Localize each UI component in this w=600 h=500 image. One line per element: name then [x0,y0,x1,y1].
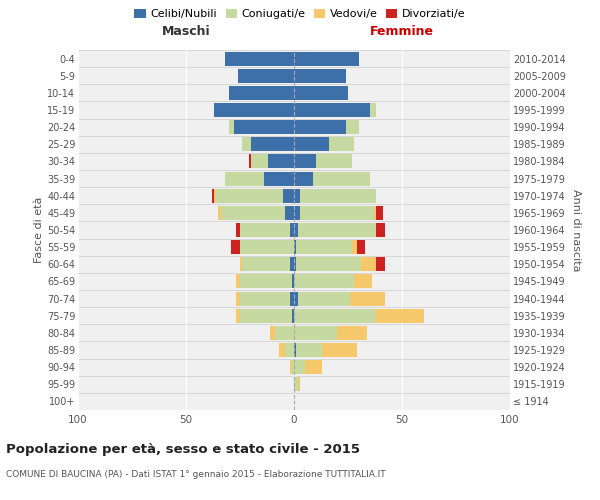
Bar [286,343,294,357]
Bar [279,343,286,357]
Bar [294,360,305,374]
Bar [251,154,268,168]
Bar [283,188,294,202]
Bar [218,206,221,220]
Bar [225,172,264,185]
Bar [298,223,376,237]
Bar [355,274,372,288]
Bar [214,188,216,202]
Bar [294,206,301,220]
Bar [240,308,292,322]
Bar [290,292,294,306]
Bar [376,206,383,220]
Bar [294,188,301,202]
Legend: Celibi/Nubili, Coniugati/e, Vedovi/e, Divorziati/e: Celibi/Nubili, Coniugati/e, Vedovi/e, Di… [131,6,469,22]
Bar [236,292,240,306]
Text: Femmine: Femmine [370,24,434,38]
Bar [370,103,376,117]
Bar [240,274,292,288]
Bar [270,326,275,340]
Bar [242,138,251,151]
Bar [294,308,376,322]
Bar [268,154,294,168]
Bar [286,206,294,220]
Bar [294,240,296,254]
Bar [294,258,296,272]
Bar [251,138,294,151]
Bar [376,223,385,237]
Bar [221,206,286,220]
Bar [214,103,294,117]
Bar [290,360,292,374]
Bar [294,120,346,134]
Text: Popolazione per età, sesso e stato civile - 2015: Popolazione per età, sesso e stato civil… [6,442,360,456]
Bar [316,154,352,168]
Bar [248,154,251,168]
Bar [240,292,290,306]
Bar [294,86,348,100]
Bar [298,378,301,392]
Y-axis label: Anni di nascita: Anni di nascita [571,188,581,271]
Bar [294,223,298,237]
Bar [294,292,298,306]
Bar [337,326,367,340]
Bar [290,223,294,237]
Bar [229,86,294,100]
Bar [238,68,294,82]
Bar [232,240,240,254]
Bar [225,52,294,66]
Bar [264,172,294,185]
Bar [294,138,329,151]
Bar [294,68,346,82]
Bar [294,172,313,185]
Bar [294,274,355,288]
Bar [376,258,385,272]
Bar [356,240,365,254]
Bar [292,308,294,322]
Bar [322,343,356,357]
Bar [294,343,296,357]
Bar [329,138,355,151]
Bar [236,223,240,237]
Bar [290,258,294,272]
Bar [240,223,290,237]
Bar [301,188,376,202]
Bar [236,308,240,322]
Bar [292,360,294,374]
Bar [294,326,337,340]
Bar [374,206,376,220]
Bar [275,326,294,340]
Bar [346,120,359,134]
Bar [376,308,424,322]
Bar [292,274,294,288]
Bar [305,360,322,374]
Bar [240,240,294,254]
Bar [301,206,374,220]
Bar [361,258,376,272]
Bar [350,292,385,306]
Bar [352,240,356,254]
Bar [216,188,283,202]
Text: COMUNE DI BAUCINA (PA) - Dati ISTAT 1° gennaio 2015 - Elaborazione TUTTITALIA.IT: COMUNE DI BAUCINA (PA) - Dati ISTAT 1° g… [6,470,386,479]
Bar [294,52,359,66]
Bar [229,120,233,134]
Bar [296,240,352,254]
Y-axis label: Fasce di età: Fasce di età [34,197,44,263]
Bar [294,154,316,168]
Bar [313,172,370,185]
Bar [233,120,294,134]
Bar [242,258,290,272]
Bar [240,258,242,272]
Bar [294,378,298,392]
Bar [212,188,214,202]
Text: Maschi: Maschi [161,24,211,38]
Bar [296,258,361,272]
Bar [296,343,322,357]
Bar [294,103,370,117]
Bar [236,274,240,288]
Bar [298,292,350,306]
